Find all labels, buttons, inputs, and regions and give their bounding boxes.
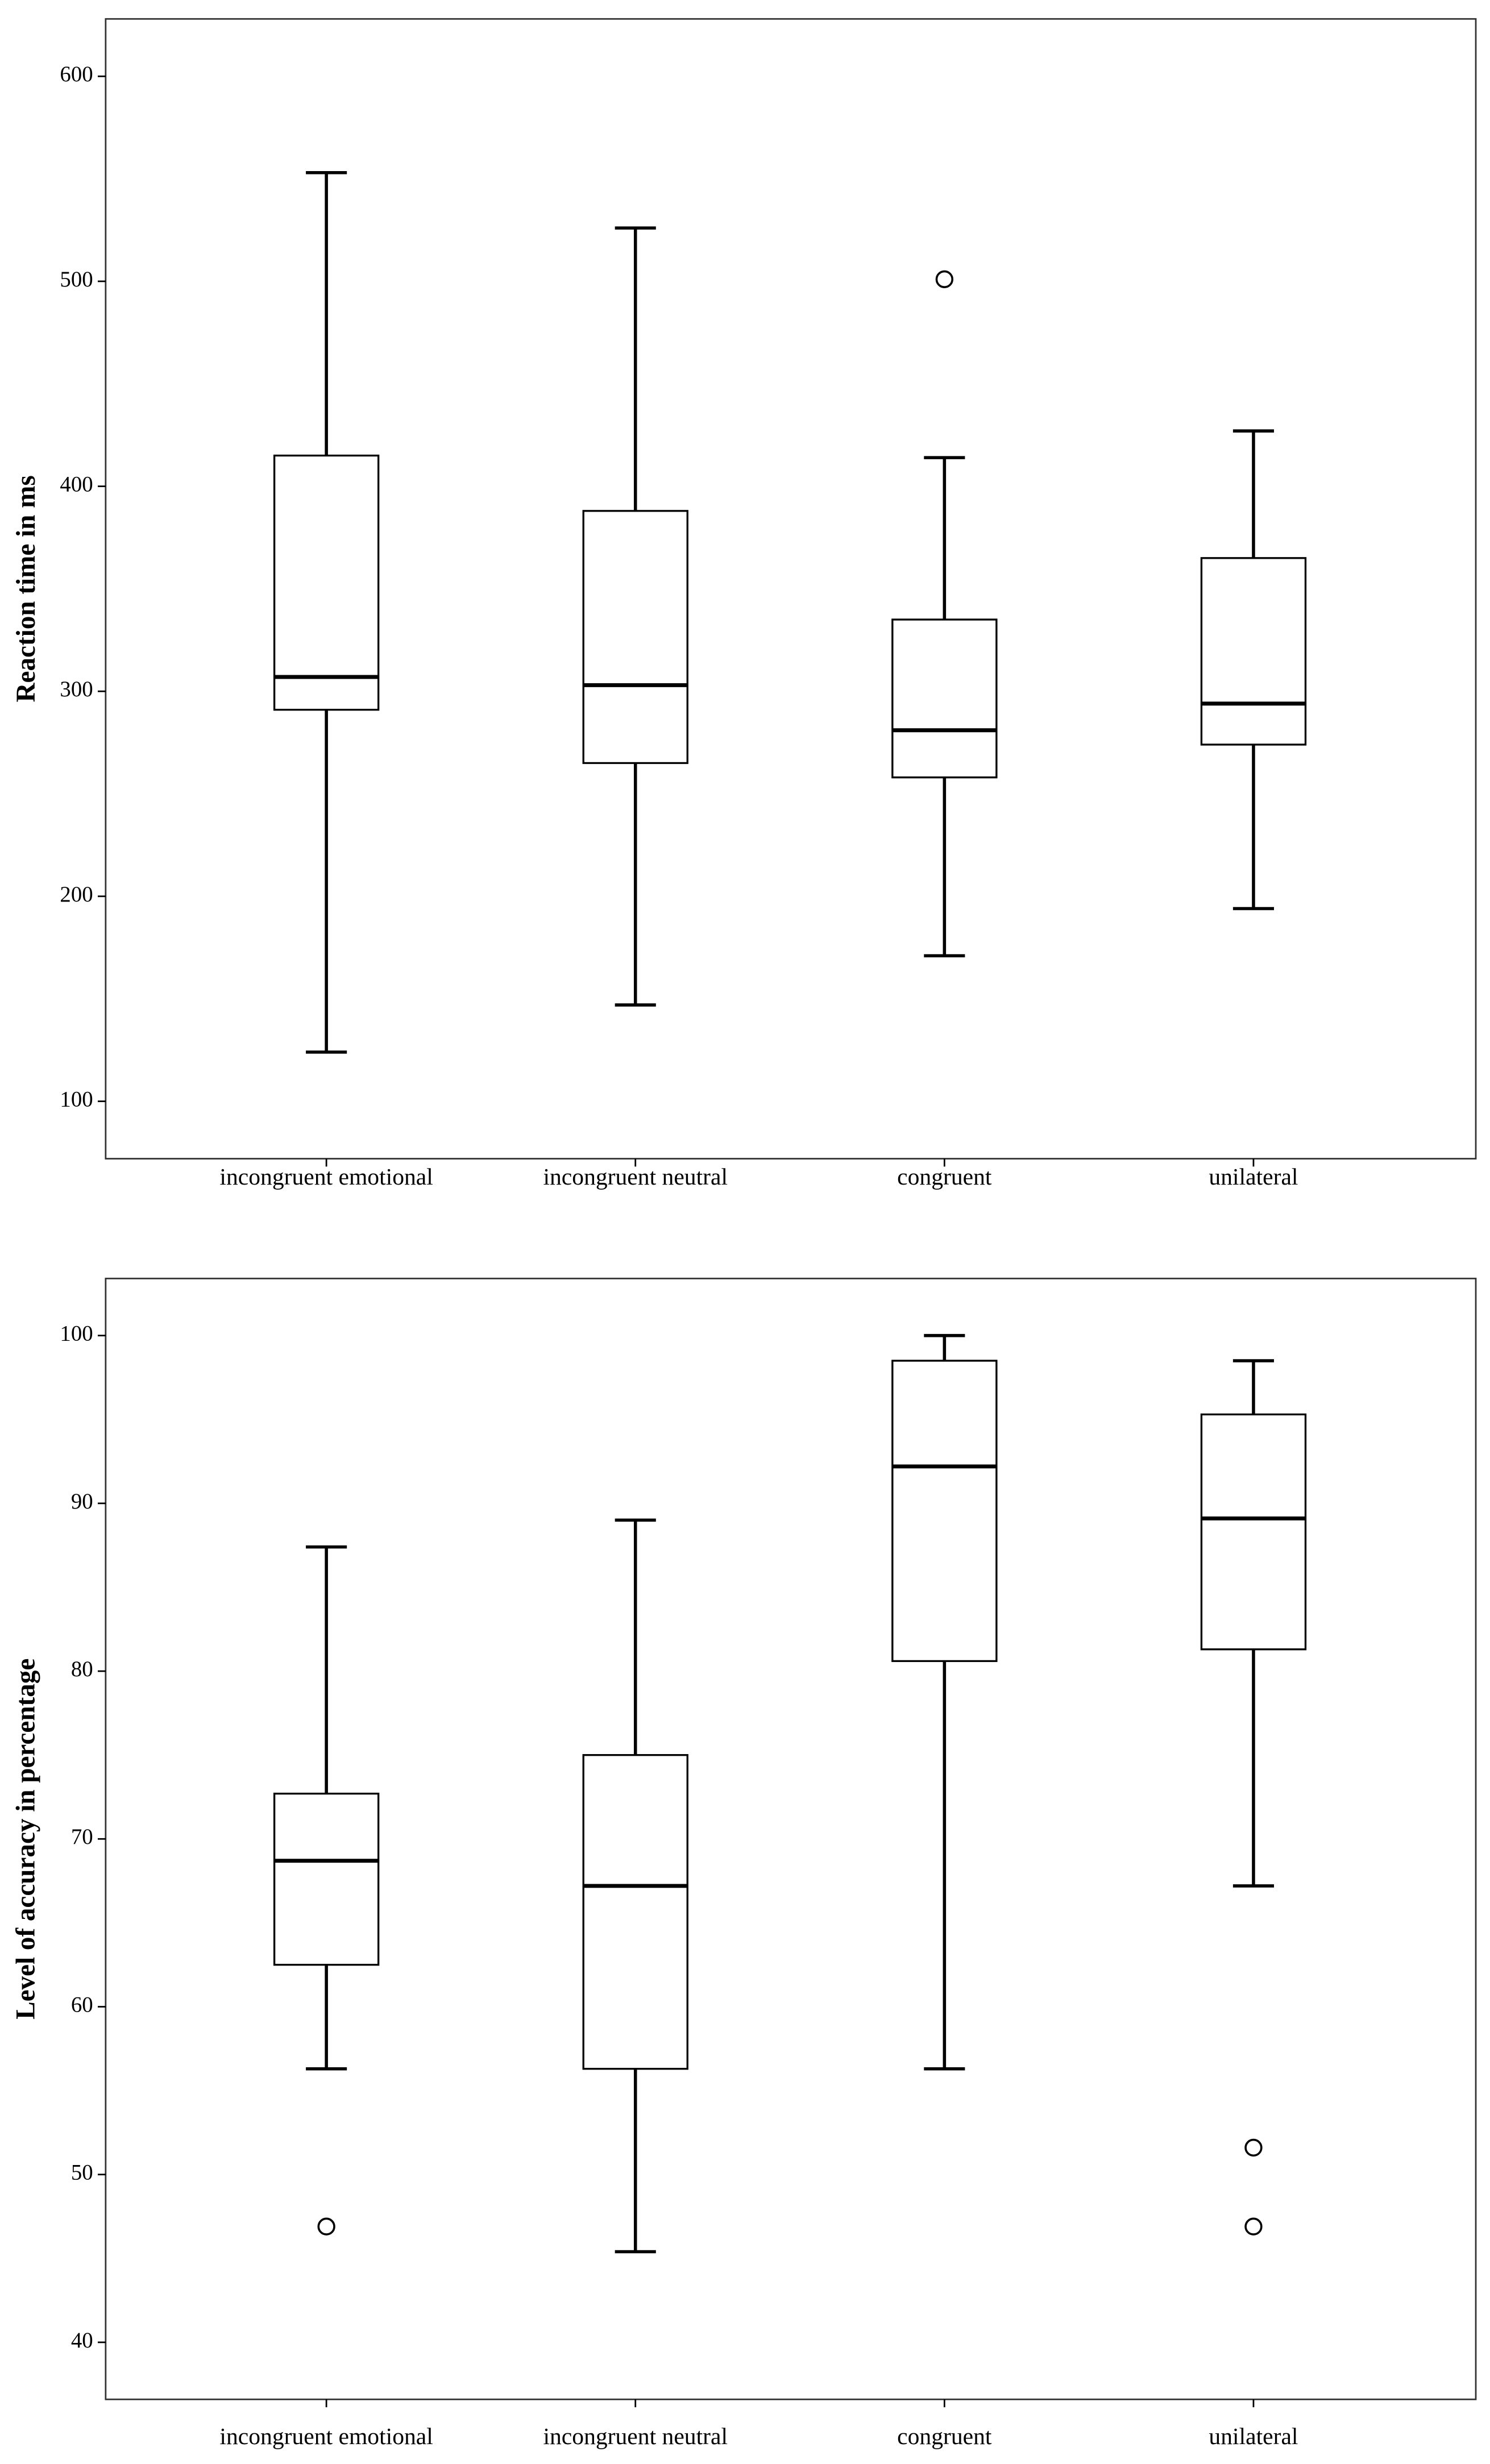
y-tick-label: 600 xyxy=(60,62,93,86)
outlier xyxy=(317,2217,335,2236)
outlier xyxy=(1244,2217,1263,2236)
box xyxy=(1200,1413,1307,1651)
box xyxy=(1200,557,1307,746)
x-tick-label: congruent xyxy=(897,1164,992,1190)
y-tick-label: 500 xyxy=(60,267,93,292)
y-tick-label: 100 xyxy=(60,1087,93,1111)
x-tick-label: congruent xyxy=(897,2423,992,2449)
box xyxy=(273,1792,380,1966)
y-tick-label: 70 xyxy=(71,1825,93,1849)
box xyxy=(891,618,998,779)
y-tick-label: 300 xyxy=(60,677,93,701)
x-tick-label: incongruent neutral xyxy=(543,1164,728,1190)
outlier xyxy=(935,270,954,288)
y-axis-title: Reaction time in ms xyxy=(11,475,41,702)
y-tick-label: 80 xyxy=(71,1657,93,1681)
y-tick-label: 200 xyxy=(60,882,93,907)
box xyxy=(891,1360,998,1663)
y-tick-label: 400 xyxy=(60,472,93,496)
y-tick-label: 40 xyxy=(71,2328,93,2353)
x-tick-label: unilateral xyxy=(1209,2423,1298,2449)
y-tick-label: 90 xyxy=(71,1489,93,1514)
x-tick-label: incongruent neutral xyxy=(543,2423,728,2449)
x-tick-label: incongruent emotional xyxy=(219,1164,433,1190)
y-tick-label: 100 xyxy=(60,1322,93,1346)
box xyxy=(273,454,380,711)
outlier xyxy=(1244,2138,1263,2157)
plot-frame xyxy=(105,18,1477,1160)
x-tick-label: incongruent emotional xyxy=(219,2423,433,2449)
y-tick-label: 50 xyxy=(71,2160,93,2185)
x-tick-label: unilateral xyxy=(1209,1164,1298,1190)
y-axis-title: Level of accuracy in percentage xyxy=(11,1659,41,2020)
box xyxy=(582,510,688,764)
y-tick-label: 60 xyxy=(71,1992,93,2017)
box xyxy=(582,1754,688,2070)
